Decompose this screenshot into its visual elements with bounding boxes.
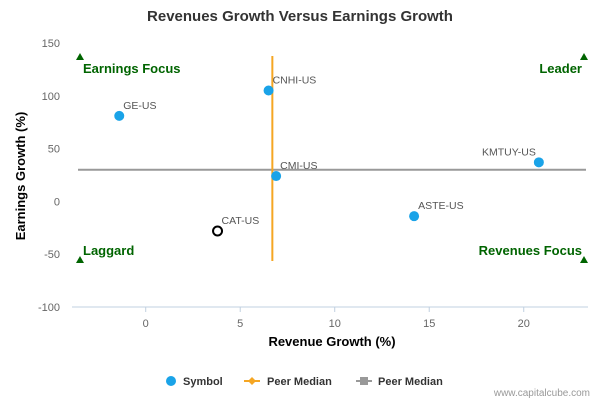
plot-area: 150 100 50 0 -50 -100 0 5 10 15 20 Earnings Focus…	[38, 38, 588, 330]
quadrant-marker-bottom-right	[580, 256, 588, 263]
quadrant-labels: Earnings Focus Leader Laggard Revenues Focu…	[76, 53, 588, 263]
data-point-cat-us	[212, 225, 224, 237]
quadrant-label-leader: Leader	[539, 61, 582, 76]
data-points: GE-US CNHI-US CMI-US ASTE-US KMTUY-US CAT-US	[114, 75, 544, 237]
y-tick-label: 0	[54, 196, 60, 208]
y-tick-label: -50	[44, 249, 60, 261]
data-point-label: CAT-US	[222, 215, 260, 227]
credit-text: www.capitalcube.com	[493, 388, 590, 399]
data-point-label: KMTUY-US	[482, 146, 536, 158]
data-point-kmtuy-us	[533, 157, 544, 168]
data-point-label: CMI-US	[280, 160, 317, 172]
data-point-label: CNHI-US	[273, 75, 317, 87]
y-tick-label: 50	[48, 144, 60, 156]
peer-median-lines	[78, 56, 586, 261]
x-axis-ticks: 0 5 10 15 20	[143, 307, 530, 330]
legend-diamond-marker	[248, 377, 256, 385]
data-point-ge-us	[114, 110, 125, 121]
quadrant-marker-top-right	[580, 53, 588, 60]
chart-title: Revenues Growth Versus Earnings Growth	[147, 8, 453, 25]
quadrant-label-earnings-focus: Earnings Focus	[83, 61, 181, 76]
data-point-cnhi-us	[263, 85, 274, 96]
quadrant-label-laggard: Laggard	[83, 243, 134, 258]
x-tick-label: 15	[423, 318, 435, 330]
legend-symbol-marker	[166, 376, 176, 386]
y-axis-ticks: 150 100 50 0 -50 -100	[38, 38, 60, 314]
legend-label-peer-median: Peer Median	[378, 376, 443, 388]
quadrant-marker-bottom-left	[76, 256, 84, 263]
y-tick-label: 150	[42, 38, 60, 50]
x-tick-label: 10	[329, 318, 341, 330]
x-tick-label: 20	[518, 318, 530, 330]
data-point-cmi-us	[271, 171, 282, 182]
y-tick-label: 100	[42, 91, 60, 103]
quadrant-label-revenues-focus: Revenues Focus	[479, 243, 582, 258]
legend-label-symbol: Symbol	[183, 376, 223, 388]
y-tick-label: -100	[38, 302, 60, 314]
quadrant-marker-top-left	[76, 53, 84, 60]
legend: Symbol Peer Median Peer Median	[166, 376, 443, 388]
y-axis-label: Earnings Growth (%)	[13, 112, 28, 241]
legend-label-peer-median: Peer Median	[267, 376, 332, 388]
data-point-label: ASTE-US	[418, 200, 464, 212]
x-axis-label: Revenue Growth (%)	[268, 334, 395, 349]
legend-square-marker	[360, 377, 368, 385]
data-point-aste-us	[409, 211, 420, 222]
data-point-label: GE-US	[123, 100, 156, 112]
x-tick-label: 5	[237, 318, 243, 330]
x-tick-label: 0	[143, 318, 149, 330]
